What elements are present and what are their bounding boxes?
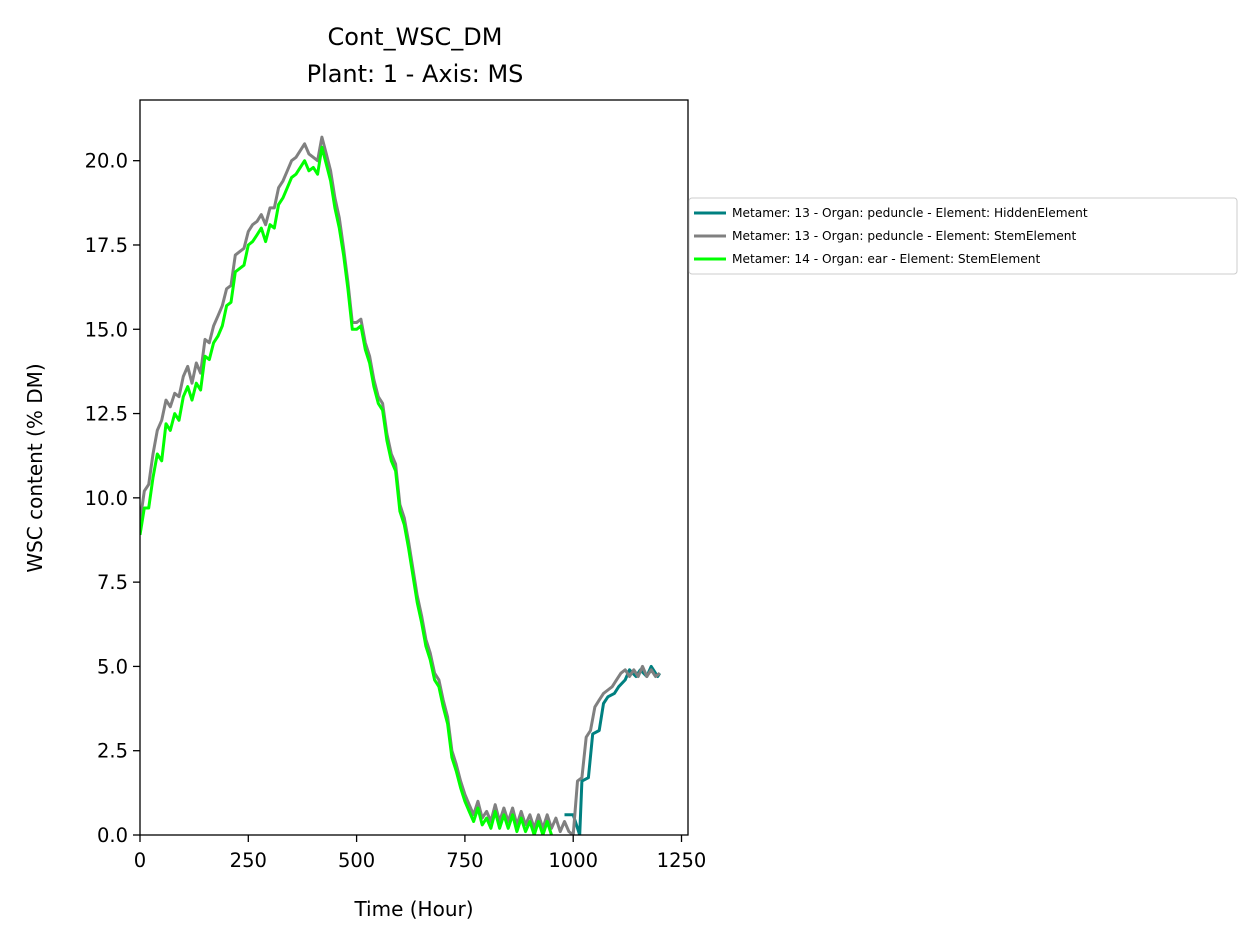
y-axis: 0.0 2.5 5.0 7.5 10.0 12.5 15.0 17.5 20.0 <box>85 150 140 847</box>
x-axis-label: Time (Hour) <box>353 897 473 921</box>
series-line-2 <box>140 135 661 835</box>
x-tick-label: 250 <box>230 849 267 872</box>
series-line-3 <box>140 145 553 835</box>
x-tick-label: 500 <box>338 849 375 872</box>
x-tick-label: 1000 <box>548 849 598 872</box>
x-tick-label: 750 <box>446 849 483 872</box>
y-axis-label: WSC content (% DM) <box>23 363 47 572</box>
plot-frame <box>139 99 689 836</box>
y-tick-label: 15.0 <box>85 318 128 341</box>
x-tick-label: 0 <box>134 849 146 872</box>
y-tick-label: 20.0 <box>85 150 128 173</box>
y-tick-label: 5.0 <box>97 655 128 678</box>
y-tick-label: 0.0 <box>97 824 128 847</box>
legend-label-2: Metamer: 13 - Organ: peduncle - Element:… <box>732 229 1077 243</box>
legend-frame <box>688 197 1238 275</box>
legend: Metamer: 13 - Organ: peduncle - Element:… <box>688 197 1238 275</box>
y-tick-label: 12.5 <box>85 403 128 426</box>
y-tick-label: 17.5 <box>85 234 128 257</box>
y-tick-label: 7.5 <box>97 571 128 594</box>
x-tick-label: 1250 <box>657 849 707 872</box>
y-tick-label: 2.5 <box>97 740 128 763</box>
y-tick-label: 10.0 <box>85 487 128 510</box>
series-line-1 <box>564 664 662 835</box>
legend-label-3: Metamer: 14 - Organ: ear - Element: Stem… <box>732 252 1040 266</box>
legend-label-1: Metamer: 13 - Organ: peduncle - Element:… <box>732 206 1088 220</box>
chart-title: Cont_WSC_DM <box>328 23 503 51</box>
x-axis: 0 250 500 750 1000 1250 <box>134 835 707 872</box>
chart-subtitle: Plant: 1 - Axis: MS <box>307 60 524 88</box>
plot-area <box>140 135 662 835</box>
